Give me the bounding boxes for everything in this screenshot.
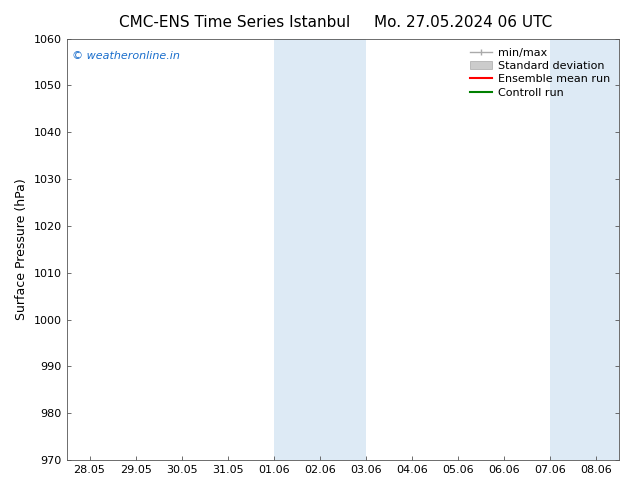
Legend: min/max, Standard deviation, Ensemble mean run, Controll run: min/max, Standard deviation, Ensemble me…: [467, 44, 614, 101]
Text: CMC-ENS Time Series Istanbul: CMC-ENS Time Series Istanbul: [119, 15, 350, 30]
Text: © weatheronline.in: © weatheronline.in: [72, 51, 180, 61]
Bar: [320, 39, 366, 460]
Bar: [274, 39, 320, 460]
Bar: [550, 39, 596, 460]
Text: Mo. 27.05.2024 06 UTC: Mo. 27.05.2024 06 UTC: [373, 15, 552, 30]
Y-axis label: Surface Pressure (hPa): Surface Pressure (hPa): [15, 178, 28, 320]
Bar: [596, 39, 619, 460]
